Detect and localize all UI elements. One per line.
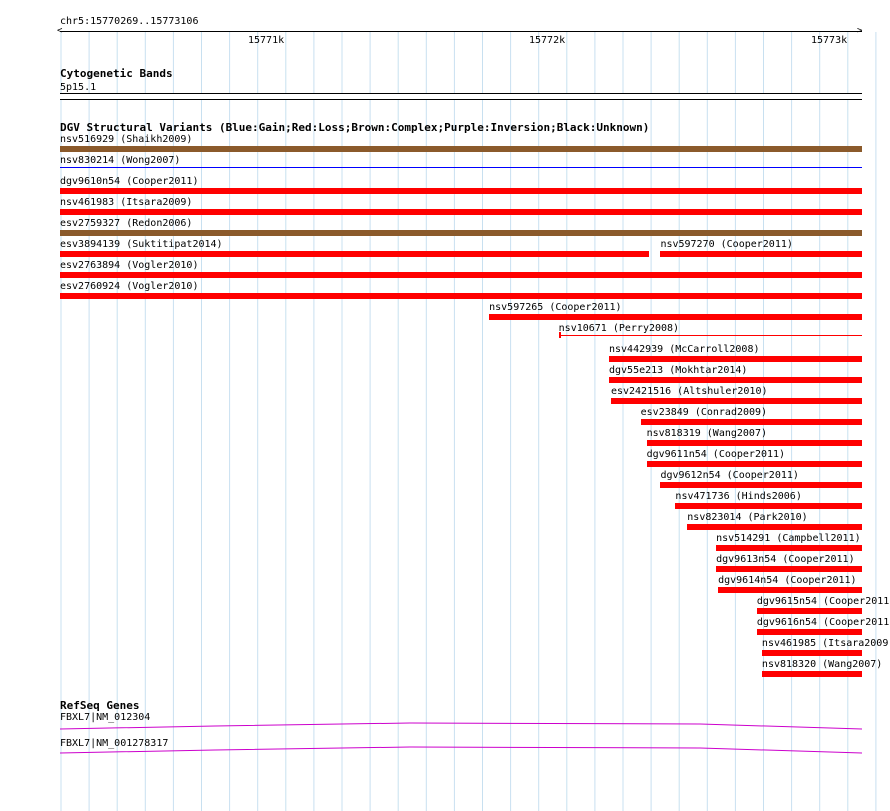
dgv-feature-bar[interactable] — [640, 419, 862, 425]
dgv-feature-label: dgv9615n54 (Cooper2011) — [756, 596, 890, 607]
dgv-feature-label: nsv818319 (Wang2007) — [646, 428, 767, 439]
dgv-feature-label: nsv471736 (Hinds2006) — [675, 491, 802, 502]
dgv-feature-label: dgv9614n54 (Cooper2011) — [718, 575, 857, 586]
dgv-feature-bar[interactable] — [60, 272, 862, 278]
dgv-feature-bar[interactable] — [761, 671, 862, 677]
dgv-feature-label: nsv442939 (McCarroll2008) — [608, 344, 760, 355]
dgv-feature-bar[interactable] — [716, 566, 862, 572]
ruler-left-arrow-icon[interactable]: < — [57, 26, 63, 36]
dgv-feature-label: nsv597270 (Cooper2011) — [660, 239, 793, 250]
dgv-feature-label: nsv830214 (Wong2007) — [60, 155, 181, 166]
dgv-feature-label: esv23849 (Conrad2009) — [640, 407, 768, 418]
cytoband-track-title[interactable]: Cytogenetic Bands — [60, 67, 173, 80]
cytoband-label: 5p15.1 — [60, 82, 97, 93]
dgv-feature-label: nsv514291 (Campbell2011) — [716, 533, 861, 544]
dgv-feature-label: dgv55e213 (Mokhtar2014) — [608, 365, 748, 376]
dgv-feature-label: nsv516929 (Shaikh2009) — [60, 134, 193, 145]
cytoband-bar[interactable] — [60, 93, 862, 100]
refseq-track-title[interactable]: RefSeq Genes — [60, 699, 140, 712]
dgv-track-title[interactable]: DGV Structural Variants (Blue:Gain;Red:L… — [60, 121, 650, 134]
dgv-feature-bar[interactable] — [489, 314, 862, 320]
dgv-feature-label: dgv9610n54 (Cooper2011) — [60, 176, 199, 187]
dgv-feature-label: nsv818320 (Wang2007) — [761, 659, 883, 670]
gene-label: FBXL7|NM_001278317 — [60, 738, 169, 749]
dgv-feature-label: nsv461985 (Itsara2009) — [761, 638, 890, 649]
ruler-tick-label-15772k: 15772k — [529, 35, 566, 46]
dgv-feature-bar[interactable] — [60, 293, 862, 299]
dgv-feature-label: nsv461983 (Itsara2009) — [60, 197, 193, 208]
dgv-feature-label: dgv9611n54 (Cooper2011) — [646, 449, 786, 460]
dgv-feature-bar[interactable] — [716, 545, 862, 551]
dgv-feature-bar[interactable] — [756, 629, 862, 635]
dgv-feature-label: esv2421516 (Altshuler2010) — [610, 386, 768, 397]
dgv-feature-bar[interactable] — [60, 167, 862, 168]
dgv-feature-label: dgv9616n54 (Cooper2011) — [756, 617, 890, 628]
dgv-feature-label: esv2763894 (Vogler2010) — [60, 260, 199, 271]
dgv-feature-bar[interactable] — [558, 332, 561, 338]
ruler-tick-label-15771k: 15771k — [248, 35, 285, 46]
gene-label: FBXL7|NM_012304 — [60, 712, 151, 723]
dgv-feature-label: esv2759327 (Redon2006) — [60, 218, 193, 229]
ruler-range-label: chr5:15770269..15773106 — [60, 16, 199, 27]
gene-model[interactable] — [0, 720, 890, 736]
dgv-feature-bar[interactable] — [718, 587, 862, 593]
dgv-feature-bar[interactable] — [60, 230, 862, 236]
dgv-feature-bar[interactable] — [756, 608, 862, 614]
dgv-feature-bar[interactable] — [687, 524, 862, 530]
dgv-feature-bar[interactable] — [60, 209, 862, 215]
dgv-feature-bar[interactable] — [60, 188, 862, 194]
dgv-feature-label: esv2760924 (Vogler2010) — [60, 281, 199, 292]
dgv-feature-bar[interactable] — [646, 461, 862, 467]
ruler-axis-line — [60, 31, 862, 32]
dgv-feature-bar[interactable] — [60, 251, 649, 257]
dgv-feature-label: nsv597265 (Cooper2011) — [489, 302, 622, 313]
dgv-feature-bar[interactable] — [660, 251, 862, 257]
dgv-feature-bar[interactable] — [660, 482, 862, 488]
dgv-feature-bar[interactable] — [608, 356, 862, 362]
dgv-feature-label: esv3894139 (Suktitipat2014) — [60, 239, 223, 250]
dgv-feature-bar[interactable] — [646, 440, 862, 446]
dgv-feature-bar[interactable] — [761, 650, 862, 656]
dgv-feature-label: nsv823014 (Park2010) — [687, 512, 808, 523]
ruler-right-arrow-icon[interactable]: > — [857, 26, 863, 36]
dgv-feature-bar[interactable] — [675, 503, 862, 509]
dgv-feature-label: dgv9612n54 (Cooper2011) — [660, 470, 799, 481]
dgv-feature-label: nsv10671 (Perry2008) — [558, 323, 680, 334]
dgv-feature-label: dgv9613n54 (Cooper2011) — [716, 554, 855, 565]
dgv-feature-bar[interactable] — [558, 335, 862, 336]
gene-model[interactable] — [0, 744, 890, 760]
dgv-feature-bar[interactable] — [60, 146, 862, 152]
dgv-feature-bar[interactable] — [608, 377, 862, 383]
ruler-tick-label-15773k: 15773k — [811, 35, 848, 46]
dgv-feature-bar[interactable] — [610, 398, 862, 404]
